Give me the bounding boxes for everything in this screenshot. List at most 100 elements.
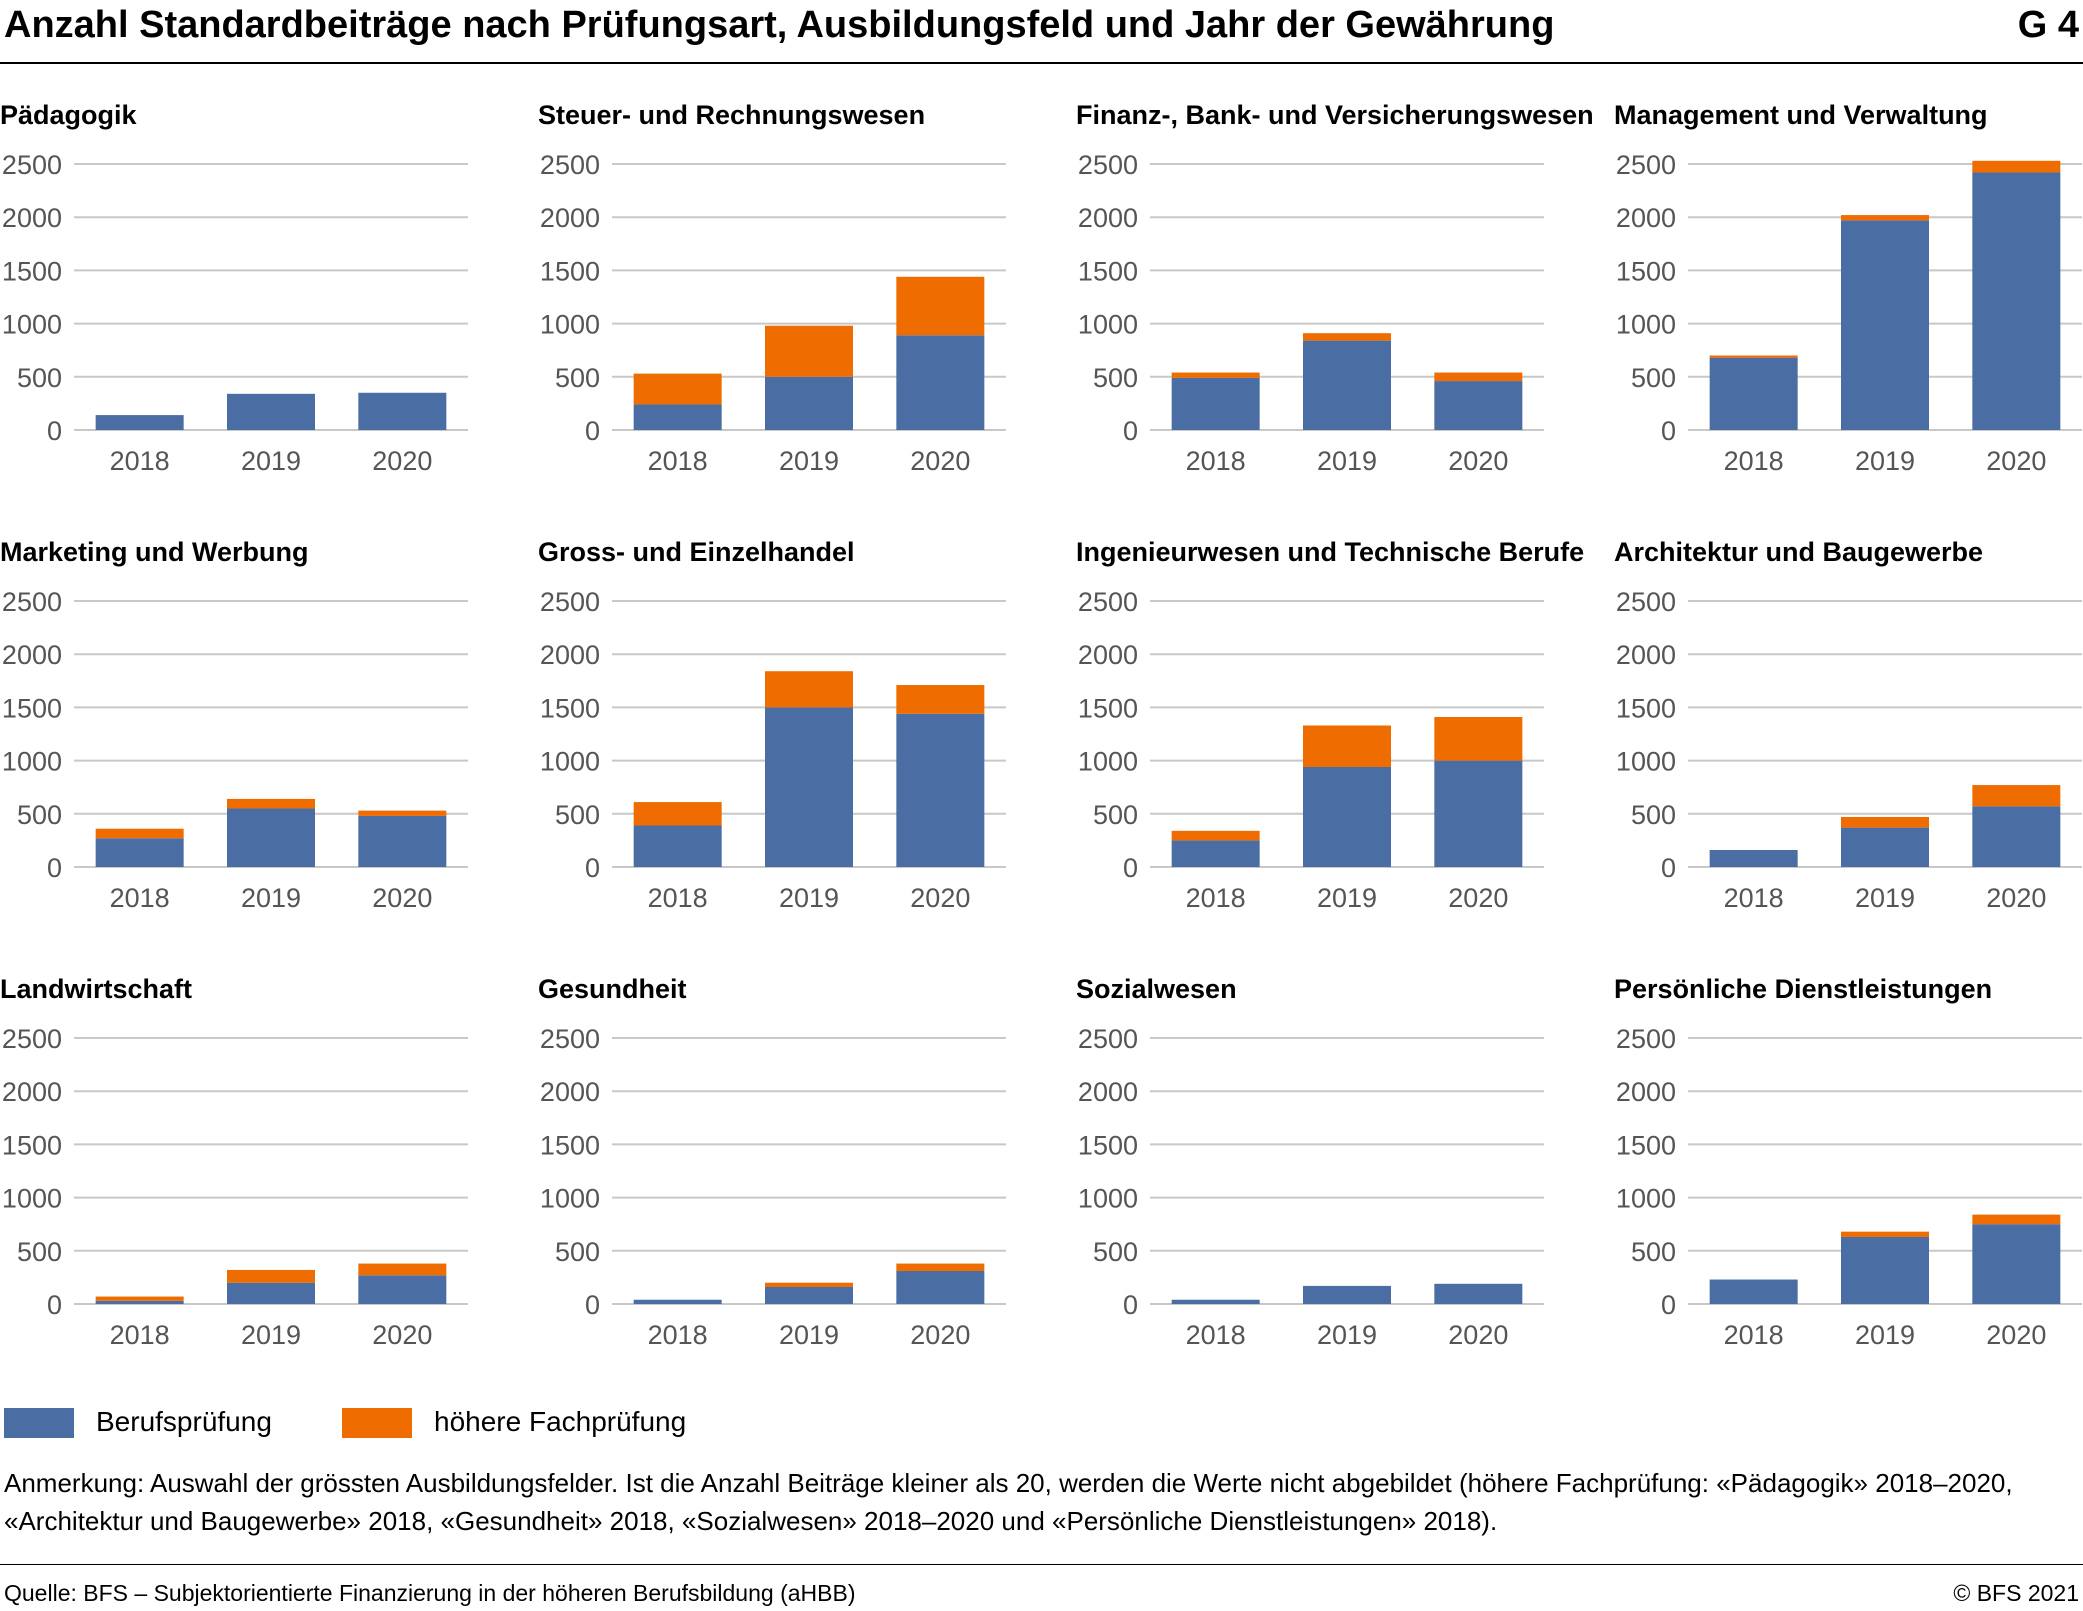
legend-label-hoehere-fachpruefung: höhere Fachprüfung	[434, 1406, 687, 1437]
y-tick-label: 2000	[1616, 1077, 1676, 1107]
bar-hoehere-fachpruefung-2019	[1841, 215, 1929, 221]
y-tick-label: 0	[585, 853, 600, 883]
y-tick-label: 2000	[1616, 203, 1676, 233]
bar-hoehere-fachpruefung-2019	[1303, 333, 1391, 341]
chart-header: Anzahl Standardbeiträge nach Prüfungsart…	[0, 0, 2083, 64]
bar-berufspruefung-2018	[1171, 1299, 1260, 1304]
chart-plot: 0 500 1000 1500 2000 2500 2018 2019 2020	[1078, 150, 1544, 476]
x-tick-label: 2020	[910, 446, 970, 476]
y-tick-label: 0	[1123, 416, 1138, 446]
y-tick-label: 1000	[1616, 310, 1676, 340]
bar-hoehere-fachpruefung-2020	[1972, 160, 2061, 173]
bar-berufspruefung-2020	[1972, 172, 2061, 430]
y-tick-label: 2000	[2, 1077, 62, 1107]
y-tick-label: 1500	[2, 1130, 62, 1160]
x-tick-label: 2019	[241, 1320, 301, 1350]
chart-title: Architektur und Baugewerbe	[1614, 537, 1984, 567]
bar-berufspruefung-2019	[765, 376, 853, 430]
x-tick-label: 2020	[1448, 446, 1508, 476]
y-tick-label: 2000	[1078, 203, 1138, 233]
y-tick-label: 500	[555, 1237, 600, 1267]
y-tick-label: 500	[555, 363, 600, 393]
x-tick-label: 2019	[241, 883, 301, 913]
y-tick-label: 2500	[1078, 1024, 1138, 1054]
chart-panel-ingenieurwesen-und-technische-berufe: Ingenieurwesen und Technische Berufe 0 500…	[1076, 537, 1596, 937]
bar-berufspruefung-2018	[633, 404, 722, 430]
chart-title: Landwirtschaft	[0, 974, 193, 1004]
y-tick-label: 1500	[540, 1130, 600, 1160]
bar-berufspruefung-2020	[1434, 381, 1523, 430]
bar-hoehere-fachpruefung-2018	[1171, 372, 1260, 378]
x-tick-label: 2020	[910, 883, 970, 913]
y-tick-label: 1500	[540, 256, 600, 286]
source-text: Quelle: BFS – Subjektorientierte Finanzi…	[4, 1580, 856, 1606]
y-tick-label: 500	[17, 800, 62, 830]
chart-panel-gesundheit: Gesundheit 0 500 1000 1500 2000 2500 2018 2019 20…	[538, 974, 1058, 1374]
bar-hoehere-fachpruefung-2020	[1434, 372, 1523, 382]
x-tick-label: 2019	[1855, 883, 1915, 913]
y-tick-label: 1500	[1078, 256, 1138, 286]
x-tick-label: 2020	[1986, 1320, 2046, 1350]
x-tick-label: 2018	[1186, 883, 1246, 913]
x-tick-label: 2019	[1855, 1320, 1915, 1350]
y-tick-label: 1000	[2, 747, 62, 777]
y-tick-label: 2500	[540, 1024, 600, 1054]
page-title: Anzahl Standardbeiträge nach Prüfungsart…	[4, 4, 1555, 46]
bar-berufspruefung-2020	[358, 815, 447, 867]
y-tick-label: 2000	[1078, 1077, 1138, 1107]
y-tick-label: 0	[1661, 1290, 1676, 1320]
bar-hoehere-fachpruefung-2019	[1841, 816, 1929, 828]
y-tick-label: 500	[1093, 800, 1138, 830]
chart-plot: 0 500 1000 1500 2000 2500 2018 2019 2020	[2, 1024, 468, 1350]
chart-title: Pädagogik	[0, 100, 137, 130]
bar-berufspruefung-2018	[95, 1300, 184, 1304]
bar-hoehere-fachpruefung-2018	[95, 828, 184, 839]
bar-hoehere-fachpruefung-2019	[765, 325, 853, 377]
chart-plot: 0 500 1000 1500 2000 2500 2018 2019 2020	[1078, 587, 1544, 913]
y-tick-label: 0	[585, 1290, 600, 1320]
chart-panel-paedagogik: Pädagogik 0 500 1000 1500 2000 2500 2018 2019 202…	[0, 100, 520, 500]
bar-hoehere-fachpruefung-2018	[633, 802, 722, 826]
y-tick-label: 1500	[1616, 693, 1676, 723]
x-tick-label: 2018	[648, 446, 708, 476]
y-tick-label: 2500	[1616, 1024, 1676, 1054]
chart-plot: 0 500 1000 1500 2000 2500 2018 2019 2020	[2, 150, 468, 476]
x-tick-label: 2019	[1317, 883, 1377, 913]
footnote: Anmerkung: Auswahl der grössten Ausbildu…	[4, 1468, 2013, 1536]
bar-hoehere-fachpruefung-2020	[358, 1263, 447, 1276]
chart-panel-marketing-und-werbung: Marketing und Werbung 0 500 1000 1500 2000 250…	[0, 537, 520, 937]
bar-hoehere-fachpruefung-2020	[358, 810, 447, 816]
chart-panel-sozialwesen: Sozialwesen 0 500 1000 1500 2000 2500 2018 2019 2…	[1076, 974, 1596, 1374]
bar-hoehere-fachpruefung-2018	[95, 1296, 184, 1301]
bar-hoehere-fachpruefung-2019	[1841, 1231, 1929, 1237]
x-tick-label: 2019	[241, 446, 301, 476]
bar-berufspruefung-2019	[765, 707, 853, 867]
bar-berufspruefung-2018	[1171, 377, 1260, 430]
y-tick-label: 2500	[2, 1024, 62, 1054]
chart-plot: 0 500 1000 1500 2000 2500 2018 2019 2020	[1078, 1024, 1544, 1350]
bar-berufspruefung-2019	[765, 1286, 853, 1304]
bar-hoehere-fachpruefung-2019	[765, 671, 853, 708]
y-tick-label: 2000	[1616, 640, 1676, 670]
y-tick-label: 1000	[1616, 747, 1676, 777]
y-tick-label: 1000	[1078, 747, 1138, 777]
x-tick-label: 2019	[779, 446, 839, 476]
bar-berufspruefung-2020	[1972, 1224, 2061, 1304]
y-tick-label: 500	[1631, 800, 1676, 830]
y-tick-label: 1000	[1616, 1184, 1676, 1214]
x-tick-label: 2018	[1186, 446, 1246, 476]
chart-plot: 0 500 1000 1500 2000 2500 2018 2019 2020	[540, 587, 1006, 913]
chart-plot: 0 500 1000 1500 2000 2500 2018 2019 2020	[1616, 1024, 2082, 1350]
x-tick-label: 2018	[110, 446, 170, 476]
x-tick-label: 2018	[648, 883, 708, 913]
bar-hoehere-fachpruefung-2019	[1303, 725, 1391, 767]
y-tick-label: 0	[47, 416, 62, 446]
bar-berufspruefung-2019	[227, 393, 315, 430]
y-tick-label: 500	[1631, 363, 1676, 393]
bar-berufspruefung-2018	[95, 838, 184, 867]
x-tick-label: 2018	[110, 1320, 170, 1350]
y-tick-label: 0	[1123, 1290, 1138, 1320]
chart-plot: 0 500 1000 1500 2000 2500 2018 2019 2020	[540, 1024, 1006, 1350]
bar-hoehere-fachpruefung-2019	[765, 1282, 853, 1287]
y-tick-label: 2500	[2, 150, 62, 180]
